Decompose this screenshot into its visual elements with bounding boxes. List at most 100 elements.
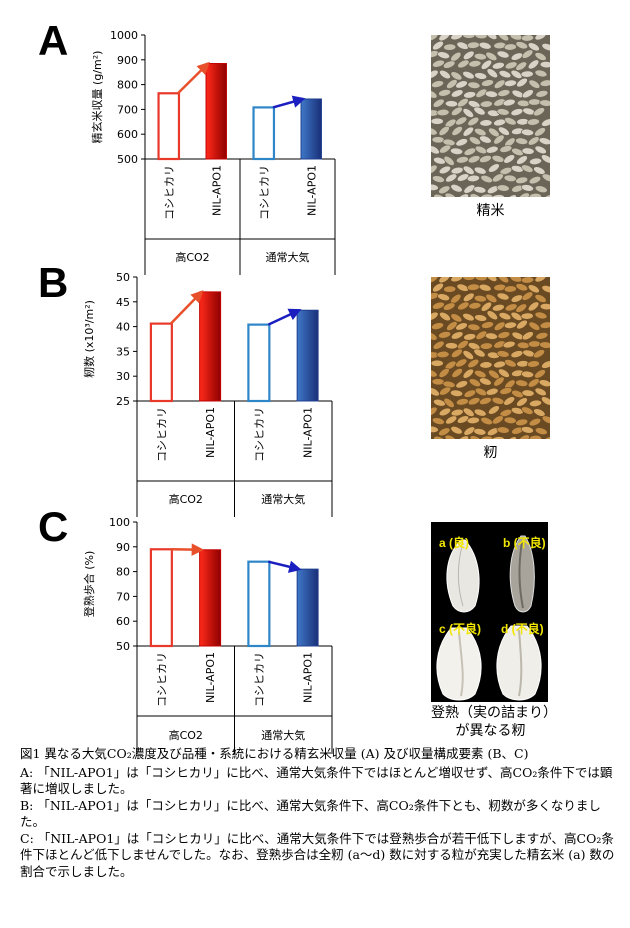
y-tick-label: 35 xyxy=(116,345,130,358)
rice-grain xyxy=(533,107,545,117)
x-tick-label: コシヒカリ xyxy=(253,407,266,462)
rice-grain xyxy=(503,396,516,406)
rice-grain xyxy=(456,41,470,50)
spikelet-chart: 籾数 (x10³/m²) 25 30 35 40 45 50 コシヒカリ NIL-APO1 コシヒ… xyxy=(83,271,333,517)
rice-grain xyxy=(516,77,528,88)
rice-grain xyxy=(444,434,457,439)
rice-grain xyxy=(479,397,492,405)
rice-grain xyxy=(498,126,510,136)
rice-grain xyxy=(473,53,487,61)
panel-letter-c: C xyxy=(38,503,69,550)
y-tick-label: 30 xyxy=(116,370,130,383)
y-tick-label: 70 xyxy=(116,590,130,603)
seed-c xyxy=(436,627,482,701)
rice-grain xyxy=(510,69,523,79)
rice-grain xyxy=(431,35,439,42)
rice-grain xyxy=(529,399,542,407)
rice-grain xyxy=(521,35,534,42)
rice-grain xyxy=(534,69,548,78)
rice-grain xyxy=(474,370,487,379)
rice-grain xyxy=(475,88,488,98)
rice-grain xyxy=(534,52,547,61)
rice-grain xyxy=(432,417,445,425)
rice-grain xyxy=(541,118,550,127)
rice-grain xyxy=(533,166,546,175)
rice-grain xyxy=(444,342,458,350)
rice-grain xyxy=(534,185,548,194)
rice-grain xyxy=(521,389,535,397)
rice-grain xyxy=(457,340,469,350)
rice-grain xyxy=(496,350,510,358)
rice-grain xyxy=(436,108,450,116)
rice-grain xyxy=(528,435,542,439)
y-tick-label: 900 xyxy=(117,54,138,67)
rice-grain xyxy=(432,301,445,310)
figure-caption: 図1 異なる大気CO₂濃度及び品種・系統における精玄米収量 (A) 及び収量構成… xyxy=(20,746,618,880)
rice-grain xyxy=(521,147,535,155)
rice-grain xyxy=(493,321,506,331)
rice-grain xyxy=(521,331,534,341)
panel-letter-a: A xyxy=(38,17,69,64)
y-tick-label: 45 xyxy=(116,296,130,309)
rice-grain xyxy=(431,322,444,330)
rice-grain xyxy=(439,144,452,154)
rice-grain xyxy=(521,406,534,415)
rice-grain xyxy=(503,416,517,424)
bar-c-0 xyxy=(149,548,173,648)
rice-grain xyxy=(526,360,540,368)
rice-grain xyxy=(445,415,458,425)
rice-grain xyxy=(504,359,517,368)
x-tick-label: NIL-APO1 xyxy=(302,652,315,703)
rice-grain xyxy=(479,119,493,127)
rice-grain xyxy=(527,136,540,146)
rice-grain xyxy=(528,79,541,89)
rice-grain xyxy=(510,311,523,321)
y-tick-label: 50 xyxy=(116,271,130,284)
y-tick-label: 500 xyxy=(117,153,138,166)
rice-grain xyxy=(496,426,510,434)
group-label: 高CO2 xyxy=(169,492,203,506)
rice-grain xyxy=(463,426,476,436)
rice-grain xyxy=(527,284,540,294)
rice-grain xyxy=(431,69,439,79)
rice-grain xyxy=(485,35,498,40)
rice-grain xyxy=(541,396,550,406)
rice-grain xyxy=(439,69,451,80)
y-tick-label: 25 xyxy=(116,395,130,408)
seed-label-c: c (不良) xyxy=(439,622,482,636)
bar-c-3 xyxy=(296,568,319,647)
rice-grain xyxy=(474,128,487,137)
rice-grain xyxy=(473,348,486,358)
y-axis-label: 精玄米収量 (g/m²) xyxy=(90,51,104,144)
rice-grain xyxy=(450,313,463,323)
rice-grain xyxy=(486,68,498,79)
rice-grain xyxy=(466,174,480,182)
rice-grain xyxy=(521,426,534,434)
rice-grain xyxy=(533,349,545,359)
rice-grain xyxy=(485,293,498,303)
rice-grain xyxy=(450,147,463,155)
caption-title: 図1 異なる大気CO₂濃度及び品種・系統における精玄米収量 (A) 及び収量構成… xyxy=(20,746,529,761)
rice-grain xyxy=(474,72,488,80)
rice-grain xyxy=(455,80,468,89)
yield-chart: 精玄米収量 (g/m²) 500 600 700 800 900 1000 コシヒカリ NIL-… xyxy=(90,29,336,275)
rice-grain xyxy=(450,426,463,435)
rice-grain xyxy=(535,90,549,98)
rice-grain xyxy=(493,376,505,387)
rice-grain xyxy=(433,193,446,197)
rice-grain xyxy=(457,435,469,439)
rice-grain xyxy=(504,61,518,70)
rice-grain xyxy=(455,116,468,126)
rice-grain xyxy=(451,126,463,136)
rice-grain xyxy=(455,322,468,331)
seed-comparison-photo: a (良) b (不良) c (不良) d (不良) xyxy=(431,522,548,702)
bar-b-2 xyxy=(247,323,271,403)
rice-grain xyxy=(479,135,492,144)
rice-grain xyxy=(436,350,450,358)
bar-c-2 xyxy=(247,560,271,648)
rice-grain xyxy=(431,331,438,341)
rice-grain xyxy=(503,321,517,329)
rice-grain xyxy=(431,277,439,284)
rice-grain xyxy=(498,70,512,79)
rice-grain xyxy=(503,174,517,182)
